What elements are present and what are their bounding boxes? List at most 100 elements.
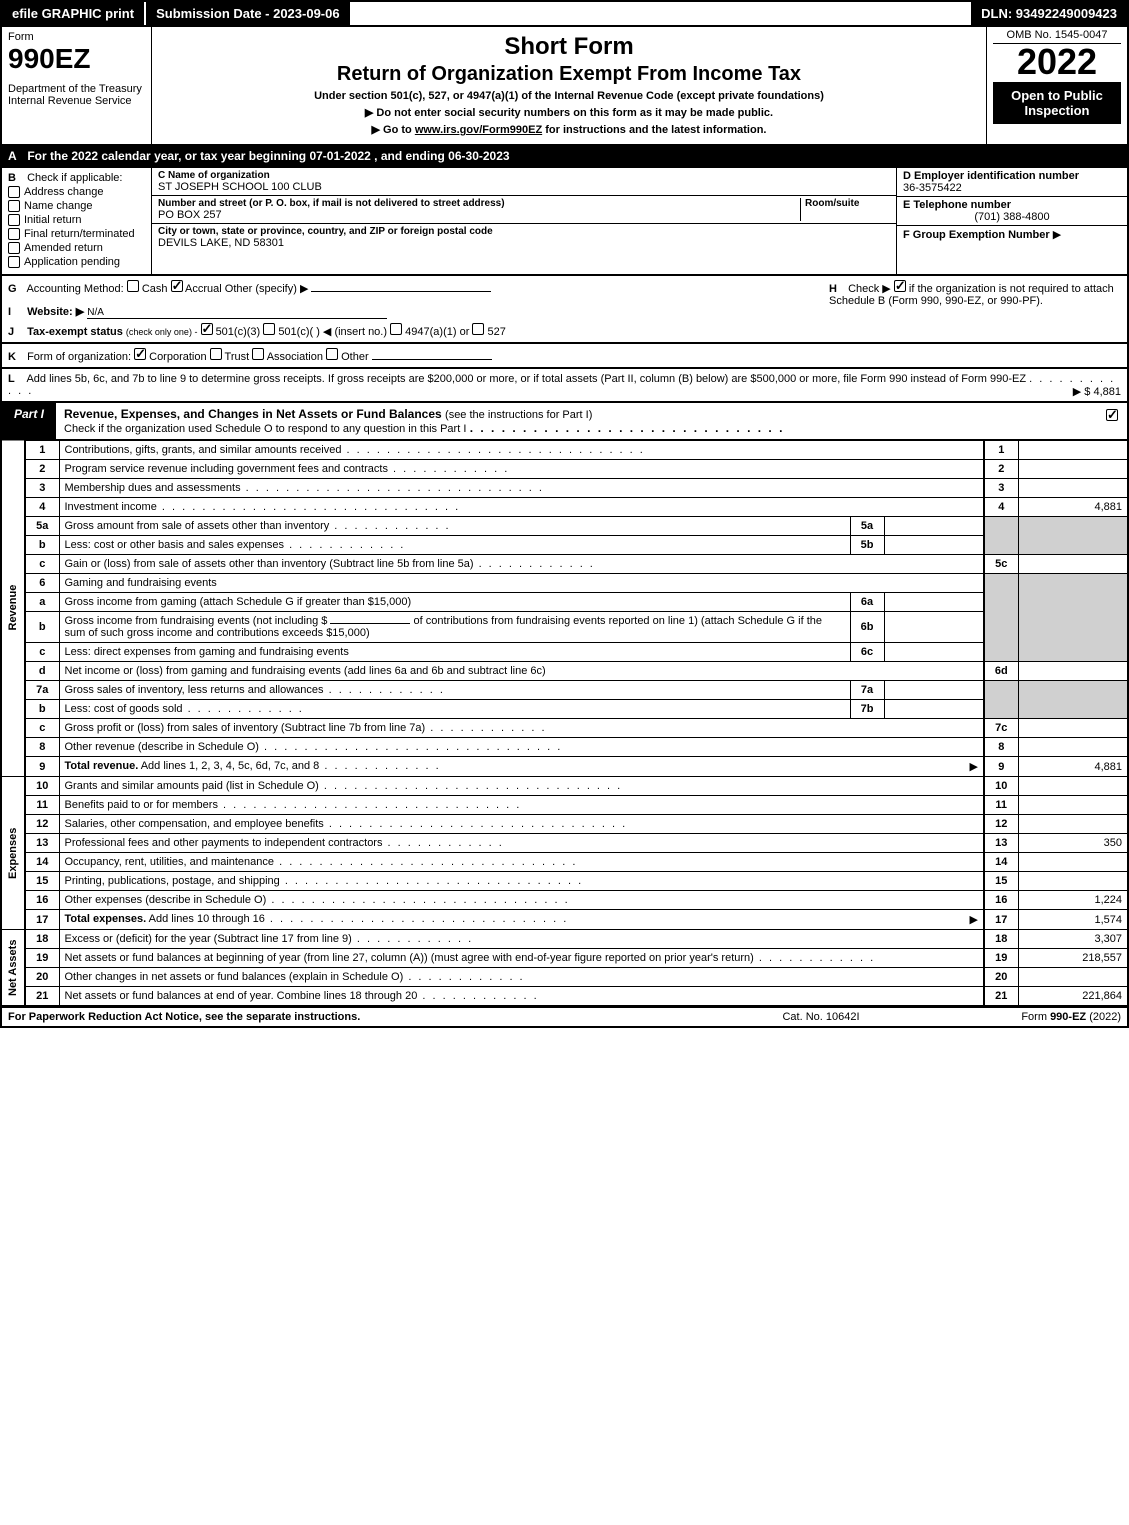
line-8-val bbox=[1018, 738, 1128, 757]
line-5c-val bbox=[1018, 555, 1128, 574]
line-17-rnum: 17 bbox=[984, 910, 1018, 930]
line-5a-subval bbox=[884, 517, 984, 536]
line-18-val: 3,307 bbox=[1018, 930, 1128, 949]
irs-link[interactable]: www.irs.gov/Form990EZ bbox=[415, 124, 542, 136]
chk-4947[interactable] bbox=[390, 323, 402, 335]
line-12-val bbox=[1018, 815, 1128, 834]
other-org-input[interactable] bbox=[372, 359, 492, 360]
chk-accrual[interactable] bbox=[171, 280, 183, 292]
line-17-num: 17 bbox=[25, 910, 59, 930]
line-8-rnum: 8 bbox=[984, 738, 1018, 757]
line-3-desc: Membership dues and assessments bbox=[65, 482, 544, 494]
vlabel-revenue: Revenue bbox=[1, 440, 25, 777]
part1-title-sub: (see the instructions for Part I) bbox=[445, 409, 592, 421]
line-16-desc: Other expenses (describe in Schedule O) bbox=[65, 894, 570, 906]
line-6b-amount-input[interactable] bbox=[330, 623, 410, 624]
line-2-num: 2 bbox=[25, 460, 59, 479]
line-12-desc: Salaries, other compensation, and employ… bbox=[65, 818, 628, 830]
chk-other-org[interactable] bbox=[326, 348, 338, 360]
lead-i: I bbox=[8, 306, 24, 318]
c-room-label: Room/suite bbox=[805, 198, 890, 209]
line-5a-desc: Gross amount from sale of assets other t… bbox=[65, 520, 451, 532]
chk-trust[interactable] bbox=[210, 348, 222, 360]
row-a-text: For the 2022 calendar year, or tax year … bbox=[27, 149, 509, 163]
chk-address-change[interactable] bbox=[8, 186, 20, 198]
form-number: 990EZ bbox=[8, 43, 145, 75]
line-5b-desc: Less: cost or other basis and sales expe… bbox=[65, 539, 406, 551]
chk-final-return[interactable] bbox=[8, 228, 20, 240]
chk-schedule-b[interactable] bbox=[894, 280, 906, 292]
line-6b-num: b bbox=[25, 612, 59, 643]
chk-corporation[interactable] bbox=[134, 348, 146, 360]
line-6-desc: Gaming and fundraising events bbox=[59, 574, 984, 593]
chk-initial-return[interactable] bbox=[8, 214, 20, 226]
chk-association[interactable] bbox=[252, 348, 264, 360]
chk-501c[interactable] bbox=[263, 323, 275, 335]
open-to-public: Open to Public Inspection bbox=[993, 82, 1121, 124]
line-7a-subnum: 7a bbox=[850, 681, 884, 700]
line-15-val bbox=[1018, 872, 1128, 891]
other-specify-input[interactable] bbox=[311, 291, 491, 292]
lbl-address-change: Address change bbox=[24, 186, 104, 198]
subtitle-ssn: ▶ Do not enter social security numbers o… bbox=[160, 106, 978, 119]
line-7c-rnum: 7c bbox=[984, 719, 1018, 738]
line-17-val: 1,574 bbox=[1018, 910, 1128, 930]
line-7b-subnum: 7b bbox=[850, 700, 884, 719]
chk-cash[interactable] bbox=[127, 280, 139, 292]
line-19-rnum: 19 bbox=[984, 949, 1018, 968]
line-7c-desc: Gross profit or (loss) from sales of inv… bbox=[65, 722, 547, 734]
chk-name-change[interactable] bbox=[8, 200, 20, 212]
footer-form-no: 990-EZ bbox=[1050, 1011, 1086, 1023]
lbl-application-pending: Application pending bbox=[24, 256, 120, 268]
j-label: Tax-exempt status bbox=[27, 326, 123, 338]
chk-part1-schedule-o[interactable] bbox=[1106, 409, 1118, 421]
footer-center: Cat. No. 10642I bbox=[721, 1011, 921, 1023]
row-k: K Form of organization: Corporation Trus… bbox=[0, 342, 1129, 367]
line-9-val: 4,881 bbox=[1018, 757, 1128, 777]
chk-527[interactable] bbox=[472, 323, 484, 335]
lead-l: L bbox=[8, 373, 24, 385]
line-16-rnum: 16 bbox=[984, 891, 1018, 910]
header-right: OMB No. 1545-0047 2022 Open to Public In… bbox=[987, 27, 1127, 144]
line-20-desc: Other changes in net assets or fund bala… bbox=[65, 971, 525, 983]
chk-501c3[interactable] bbox=[201, 323, 213, 335]
dept-label: Department of the Treasury bbox=[8, 83, 145, 95]
section-bcdef: B Check if applicable: Address change Na… bbox=[0, 166, 1129, 274]
g-label: Accounting Method: bbox=[26, 283, 123, 295]
lbl-527: 527 bbox=[487, 326, 505, 338]
line-4-val: 4,881 bbox=[1018, 498, 1128, 517]
chk-application-pending[interactable] bbox=[8, 256, 20, 268]
line-13-rnum: 13 bbox=[984, 834, 1018, 853]
line-6d-rnum: 6d bbox=[984, 662, 1018, 681]
lbl-name-change: Name change bbox=[24, 200, 93, 212]
line-19-val: 218,557 bbox=[1018, 949, 1128, 968]
line-5a-subnum: 5a bbox=[850, 517, 884, 536]
d-label: D Employer identification number bbox=[903, 170, 1121, 182]
lbl-accrual: Accrual bbox=[185, 283, 222, 295]
line-15-desc: Printing, publications, postage, and shi… bbox=[65, 875, 584, 887]
line-6c-subval bbox=[884, 643, 984, 662]
topbar-spacer bbox=[352, 2, 972, 25]
submission-date-button[interactable]: Submission Date - 2023-09-06 bbox=[146, 2, 352, 25]
line-7c-num: c bbox=[25, 719, 59, 738]
line-20-num: 20 bbox=[25, 968, 59, 987]
line-10-val bbox=[1018, 777, 1128, 796]
efile-print-button[interactable]: efile GRAPHIC print bbox=[2, 2, 146, 25]
col-de: D Employer identification number 36-3575… bbox=[897, 168, 1127, 274]
title-return: Return of Organization Exempt From Incom… bbox=[160, 63, 978, 86]
line-6b-t1: Gross income from fundraising events (no… bbox=[65, 615, 328, 627]
line-1-desc: Contributions, gifts, grants, and simila… bbox=[65, 444, 645, 456]
line-3-val bbox=[1018, 479, 1128, 498]
grey-cell bbox=[1018, 574, 1128, 662]
chk-amended-return[interactable] bbox=[8, 242, 20, 254]
line-5b-subval bbox=[884, 536, 984, 555]
footer-right: Form 990-EZ (2022) bbox=[921, 1011, 1121, 1023]
col-b-checkboxes: B Check if applicable: Address change Na… bbox=[2, 168, 152, 274]
e-label: E Telephone number bbox=[903, 199, 1121, 211]
line-12-rnum: 12 bbox=[984, 815, 1018, 834]
line-6c-desc: Less: direct expenses from gaming and fu… bbox=[65, 646, 349, 658]
line-10-rnum: 10 bbox=[984, 777, 1018, 796]
h-text1: Check ▶ bbox=[848, 283, 891, 295]
line-5a-num: 5a bbox=[25, 517, 59, 536]
grey-cell bbox=[984, 574, 1018, 662]
